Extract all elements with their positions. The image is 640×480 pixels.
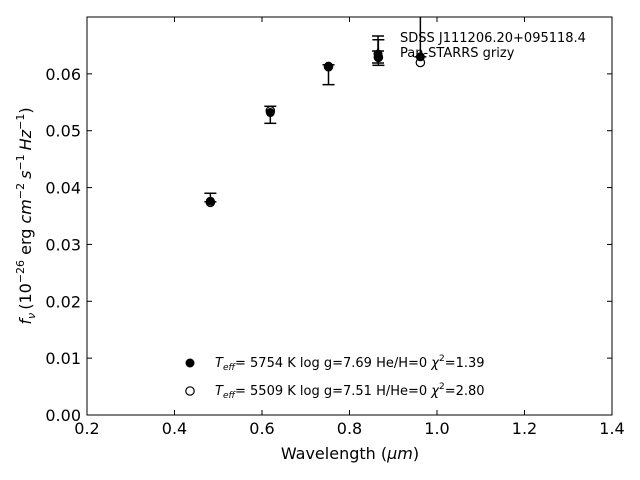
legend-label-sdss: SDSS J111206.20+095118.4 <box>400 31 586 46</box>
x-tick-label: 0.6 <box>249 419 274 438</box>
x-tick-label: 1.2 <box>512 419 537 438</box>
model-legend: Teff= 5754 K log g=7.69 He/H=0 χ2=1.39 T… <box>185 354 485 401</box>
model-legend-item-1: Teff= 5754 K log g=7.69 He/H=0 χ2=1.39 <box>185 354 485 373</box>
y-axis-label: fν(10−26 erg cm−2s−1Hz−1) <box>14 107 38 324</box>
model-legend-open-circle-icon <box>185 386 195 396</box>
x-tick-label: 0.2 <box>74 419 99 438</box>
y-axis-ticks: 0.00 0.01 0.02 0.03 0.04 0.05 0.06 <box>45 65 612 425</box>
data-marks <box>204 17 427 208</box>
y-tick-label: 0.00 <box>45 406 81 425</box>
series-legend: SDSS J111206.20+095118.4 Pan-STARRS griz… <box>372 31 586 64</box>
x-axis-ticks: 0.2 0.4 0.6 0.8 1.0 1.2 1.4 <box>74 17 625 438</box>
y-tick-label: 0.04 <box>45 179 81 198</box>
legend-filled-circle-icon <box>373 49 383 59</box>
y-tick-label: 0.02 <box>45 292 81 311</box>
filled-circle-point <box>415 52 425 62</box>
legend-item-panstarrs: Pan-STARRS grizy <box>372 46 515 64</box>
x-axis-label: Wavelength (μm) <box>281 444 419 463</box>
y-tick-label: 0.05 <box>45 122 81 141</box>
y-tick-label: 0.06 <box>45 65 81 84</box>
legend-label-panstarrs: Pan-STARRS grizy <box>400 46 515 61</box>
x-tick-label: 1.4 <box>599 419 624 438</box>
y-tick-label: 0.01 <box>45 349 81 368</box>
x-tick-label: 1.0 <box>424 419 449 438</box>
model-legend-filled-circle-icon <box>185 358 195 368</box>
model-legend-label-2: Teff= 5509 K log g=7.51 H/He=0 χ2=2.80 <box>215 382 485 401</box>
filled-circle-point <box>324 62 333 72</box>
filled-circle-point <box>205 196 215 206</box>
x-tick-label: 0.8 <box>337 419 362 438</box>
filled-circle-point <box>265 108 275 118</box>
y-tick-label: 0.03 <box>45 235 81 254</box>
model-legend-item-2: Teff= 5509 K log g=7.51 H/He=0 χ2=2.80 <box>185 382 485 401</box>
model-legend-label-1: Teff= 5754 K log g=7.69 He/H=0 χ2=1.39 <box>215 354 485 373</box>
x-tick-label: 0.4 <box>162 419 187 438</box>
